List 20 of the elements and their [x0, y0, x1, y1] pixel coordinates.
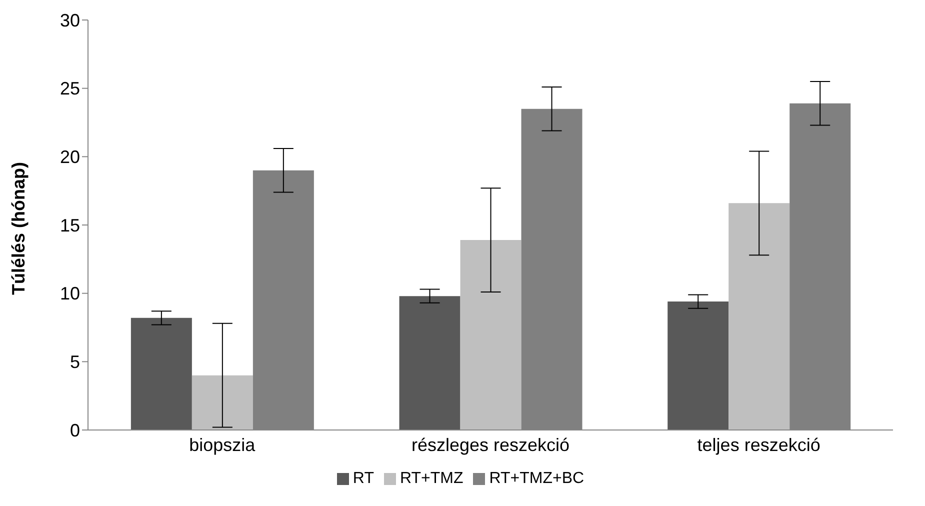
bar	[460, 240, 522, 430]
y-tick-label: 10	[60, 284, 80, 304]
bar	[192, 375, 253, 430]
bar	[668, 302, 729, 430]
y-tick-label: 25	[60, 78, 80, 99]
legend-label: RT	[352, 470, 374, 487]
y-tick-label: 5	[70, 352, 80, 372]
bar	[728, 203, 790, 430]
y-tick-label: 30	[60, 10, 80, 30]
y-axis-title: Túlélés (hónap)	[8, 162, 28, 295]
bar	[399, 296, 460, 430]
x-tick-label: biopszia	[189, 434, 256, 455]
y-tick-label: 0	[70, 420, 80, 440]
legend-label: RT+TMZ	[400, 470, 464, 487]
x-tick-label: részleges reszekció	[411, 434, 570, 455]
y-tick-label: 20	[60, 147, 80, 168]
legend-label: RT+TMZ+BC	[489, 470, 584, 487]
y-tick-label: 15	[60, 215, 80, 236]
x-tick-label: teljes reszekció	[697, 434, 820, 455]
bar	[130, 318, 192, 430]
